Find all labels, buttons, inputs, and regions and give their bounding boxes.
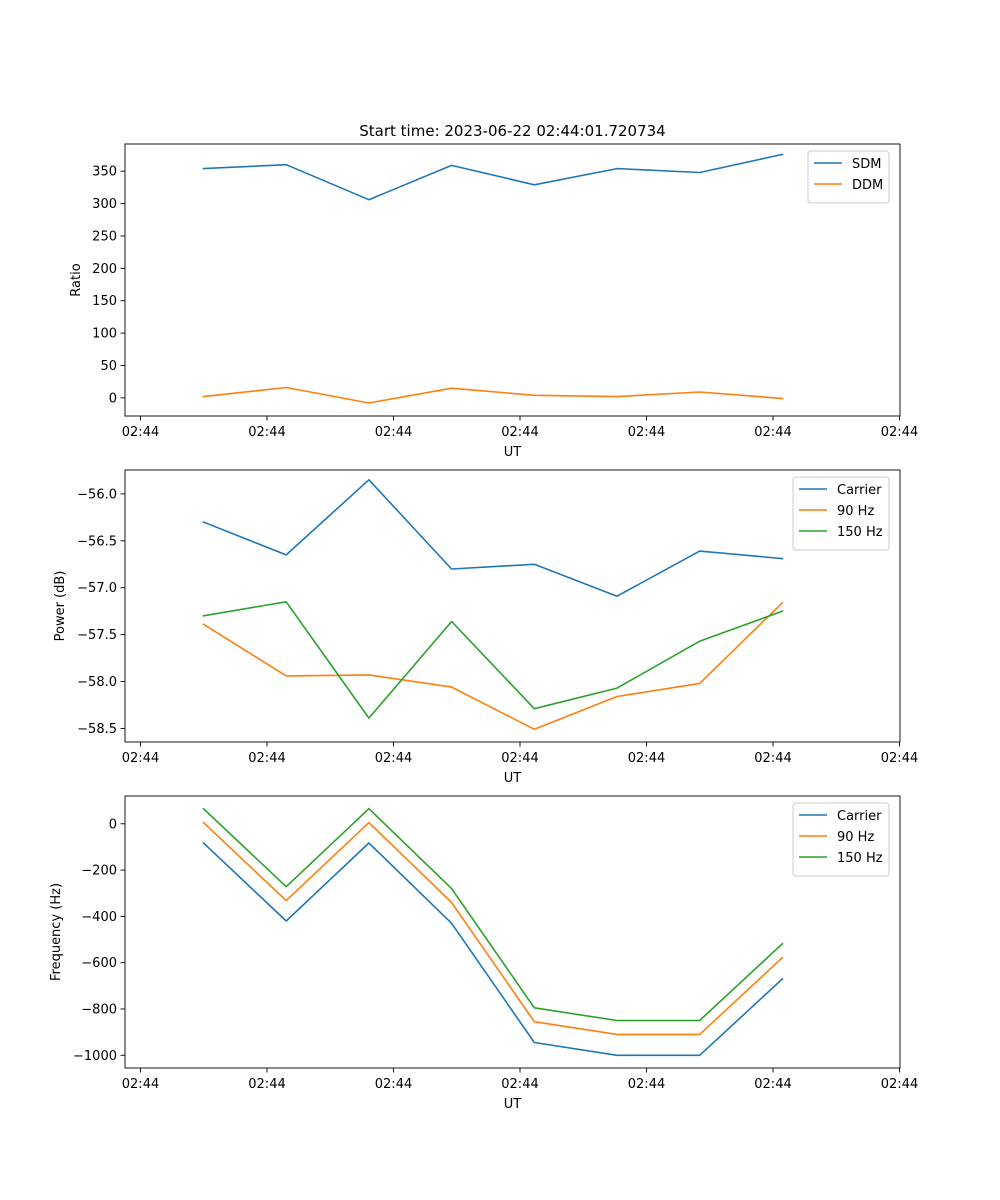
x-axis-label: UT xyxy=(504,771,522,786)
x-tick-label: 02:44 xyxy=(248,1077,285,1092)
axes-frame xyxy=(124,469,901,743)
series-line-carrier xyxy=(202,841,784,1057)
x-tick-label: 02:44 xyxy=(881,425,918,440)
x-tick-label: 02:44 xyxy=(881,1077,918,1092)
y-axis-label: Power (dB) xyxy=(53,571,68,642)
x-tick-label: 02:44 xyxy=(628,751,665,766)
x-tick-label: 02:44 xyxy=(122,751,159,766)
x-tick-label: 02:44 xyxy=(754,425,791,440)
axes-frame xyxy=(124,143,901,417)
y-tick-label: −57.0 xyxy=(77,581,117,596)
y-tick-label: −200 xyxy=(81,864,117,879)
legend-box xyxy=(807,150,890,204)
series-line-90-hz xyxy=(202,601,784,731)
y-tick-label: 0 xyxy=(109,391,117,406)
frequency-panel: 02:4402:4402:4402:4402:4402:4402:4402:45… xyxy=(49,795,918,1112)
x-tick-label: 02:44 xyxy=(754,751,791,766)
y-tick-label: 250 xyxy=(92,229,117,244)
y-tick-label: 300 xyxy=(92,197,117,212)
x-tick-label: 02:44 xyxy=(122,1077,159,1092)
x-tick-label: 02:44 xyxy=(754,1077,791,1092)
x-tick-label: 02:44 xyxy=(628,425,665,440)
legend-label: Carrier xyxy=(837,809,882,824)
x-tick-label: 02:44 xyxy=(248,425,285,440)
x-tick-label: 02:44 xyxy=(248,751,285,766)
legend-label: DDM xyxy=(852,178,883,193)
series-line-150-hz xyxy=(202,807,784,1022)
figure-title: Start time: 2023-06-22 02:44:01.720734 xyxy=(359,122,665,140)
x-tick-label: 02:44 xyxy=(501,1077,538,1092)
y-tick-label: 150 xyxy=(92,294,117,309)
x-axis-label: UT xyxy=(504,445,522,460)
x-tick-label: 02:44 xyxy=(501,425,538,440)
y-axis-label: Frequency (Hz) xyxy=(49,883,64,981)
legend-label: 150 Hz xyxy=(837,851,883,866)
legend-label: 90 Hz xyxy=(837,504,874,519)
x-tick-label: 02:44 xyxy=(501,751,538,766)
legend-label: Carrier xyxy=(837,483,882,498)
axes-frame xyxy=(124,795,901,1069)
x-tick-label: 02:44 xyxy=(881,751,918,766)
legend-label: SDM xyxy=(852,157,881,172)
series-line-ddm xyxy=(202,386,784,404)
y-tick-label: −400 xyxy=(81,910,117,925)
y-tick-label: 350 xyxy=(92,165,117,180)
legend-label: 150 Hz xyxy=(837,525,883,540)
x-tick-label: 02:44 xyxy=(122,425,159,440)
y-tick-label: −800 xyxy=(81,1002,117,1017)
x-tick-label: 02:44 xyxy=(375,1077,412,1092)
y-tick-label: 50 xyxy=(100,359,117,374)
x-tick-label: 02:44 xyxy=(375,751,412,766)
x-tick-label: 02:44 xyxy=(375,425,412,440)
y-tick-label: 0 xyxy=(109,817,117,832)
y-tick-label: −58.5 xyxy=(77,722,117,737)
y-tick-label: 100 xyxy=(92,327,117,342)
y-tick-label: −57.5 xyxy=(77,628,117,643)
legend-label: 90 Hz xyxy=(837,830,874,845)
power-panel: 02:4402:4402:4402:4402:4402:4402:4402:45… xyxy=(53,469,918,786)
ratio-panel: 02:4402:4402:4402:4402:4402:4402:4402:45… xyxy=(69,143,918,460)
y-tick-label: −58.0 xyxy=(77,675,117,690)
series-line-sdm xyxy=(202,153,784,201)
x-axis-label: UT xyxy=(504,1097,522,1112)
y-tick-label: −56.0 xyxy=(77,487,117,502)
y-tick-label: 200 xyxy=(92,262,117,277)
x-tick-label: 02:44 xyxy=(628,1077,665,1092)
y-tick-label: −1000 xyxy=(73,1049,117,1064)
series-line-carrier xyxy=(202,478,784,598)
series-line-150-hz xyxy=(202,600,784,719)
y-tick-label: −600 xyxy=(81,956,117,971)
y-tick-label: −56.5 xyxy=(77,534,117,549)
series-line-90-hz xyxy=(202,821,784,1036)
y-axis-label: Ratio xyxy=(69,263,84,296)
